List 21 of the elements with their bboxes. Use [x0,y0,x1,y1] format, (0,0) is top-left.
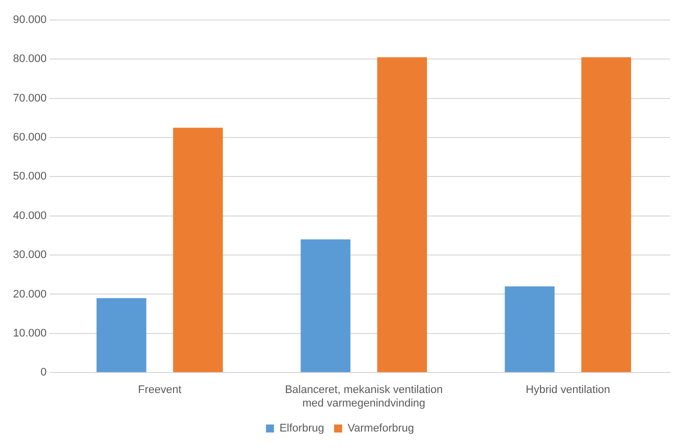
y-tick-label: 70.000 [12,92,47,104]
y-tick-label: 60.000 [12,132,47,144]
bar [300,239,350,372]
y-tick-label: 0 [40,366,47,379]
x-tick-label: Freevent [138,384,182,396]
legend-label: Varmeforbrug [348,422,414,435]
legend-label: Elforbrug [279,422,324,435]
x-tick-label: Hybrid ventilation [526,384,610,396]
y-tick-label: 80.000 [12,53,47,66]
y-tick-label: 50.000 [12,170,47,183]
bar [581,57,632,372]
bar [377,57,427,372]
bar [504,286,555,372]
y-tick-label: 40.000 [12,210,47,222]
y-tick-label: 10.000 [12,327,47,340]
bar [173,128,223,372]
y-tick-label: 20.000 [12,288,47,300]
bar [96,298,146,372]
x-tick-label: Balanceret, mekanisk ventilation med varmegenindvinding [284,384,443,410]
y-tick-label: 90.000 [12,14,47,26]
y-tick-label: 30.000 [12,249,47,262]
